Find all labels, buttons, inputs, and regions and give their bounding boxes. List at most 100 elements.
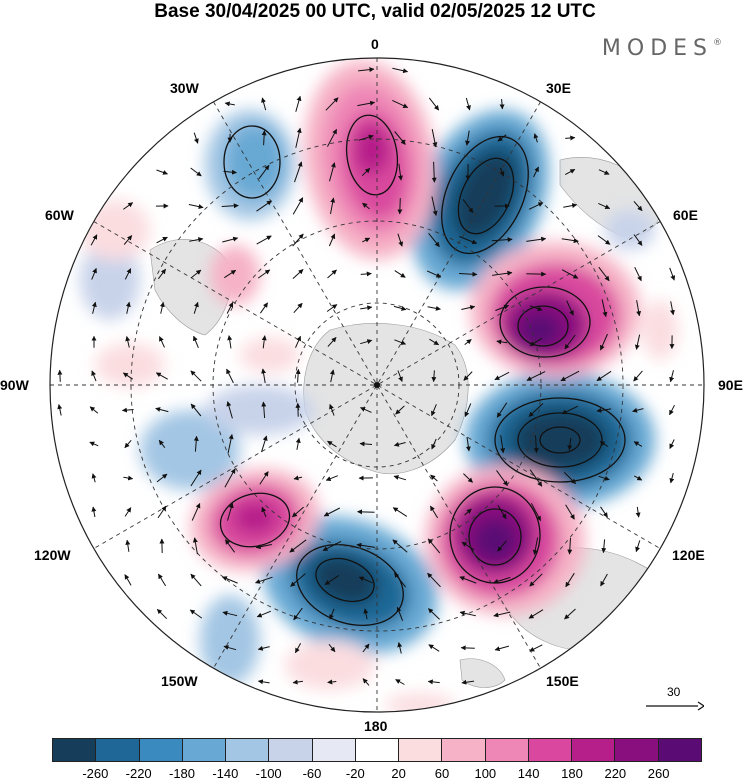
wind-vectors <box>57 67 676 686</box>
wind-vector <box>430 474 438 482</box>
wind-vector <box>464 403 472 418</box>
wind-vector <box>499 167 505 177</box>
wind-vector <box>431 438 437 450</box>
colorbar-tick-label: -220 <box>125 766 152 781</box>
wind-vector <box>90 234 98 246</box>
wind-vector <box>560 370 580 382</box>
wind-vector <box>598 475 610 481</box>
wind-vector <box>158 439 166 449</box>
wind-vector <box>327 440 337 448</box>
wind-vector <box>193 132 199 144</box>
wind-vector <box>190 269 202 279</box>
wind-vector <box>598 202 611 210</box>
lon-label-0: 0 <box>371 36 379 52</box>
wind-vector <box>493 576 511 584</box>
wind-vector <box>496 470 508 487</box>
wind-vector <box>564 608 576 620</box>
wind-vector <box>125 336 131 348</box>
colorbar <box>52 738 702 762</box>
wind-vector <box>635 540 641 553</box>
wind-vector <box>295 95 302 112</box>
wind-vector <box>125 301 131 314</box>
wind-vector <box>528 609 544 619</box>
wind-vector <box>257 269 271 279</box>
wind-vector <box>256 200 272 212</box>
wind-vector <box>397 642 403 654</box>
wind-vector <box>397 370 403 382</box>
wind-vector <box>190 370 202 382</box>
map-disc <box>50 58 704 712</box>
wind-vector <box>330 197 336 215</box>
wind-vector <box>293 607 303 621</box>
wind-vector <box>157 505 167 519</box>
wind-vector <box>91 267 97 280</box>
wind-vector <box>529 644 543 652</box>
wind-vector <box>190 167 202 177</box>
wind-vector <box>123 235 133 245</box>
wind-vector <box>564 168 576 176</box>
wind-vector <box>57 369 63 382</box>
wind-vector <box>256 235 272 245</box>
wind-vector <box>596 370 612 382</box>
wind-vector <box>329 403 335 416</box>
wind-vector <box>193 435 199 452</box>
wind-vector <box>565 572 575 588</box>
wind-vector <box>356 542 376 548</box>
wind-vector <box>565 135 576 141</box>
wind-vector <box>397 198 403 215</box>
wind-vector <box>193 335 199 348</box>
wind-vector <box>497 540 507 552</box>
wind-vector <box>329 608 335 620</box>
wind-vector <box>564 334 576 350</box>
wind-vector <box>428 97 440 111</box>
colorbar-segment <box>399 739 443 761</box>
wind-vector <box>392 539 408 553</box>
wind-vector <box>329 162 336 182</box>
wind-vector <box>431 161 437 183</box>
wind-vector <box>226 401 233 419</box>
wind-vector <box>496 339 508 345</box>
wind-vector <box>329 369 335 383</box>
wind-vector <box>292 679 303 685</box>
wind-vector <box>429 338 440 346</box>
colorbar-tick-label: 60 <box>434 766 450 781</box>
wind-vector <box>190 403 202 417</box>
wind-vector <box>427 679 440 685</box>
wind-vector <box>295 127 302 148</box>
lon-label-60e: 60E <box>673 207 698 223</box>
wind-vector <box>190 573 202 587</box>
wind-vector <box>566 300 574 316</box>
wind-vector <box>633 441 643 447</box>
wind-vector <box>398 163 403 181</box>
logo-registered-mark: ® <box>713 38 722 48</box>
wind-vector <box>463 371 473 381</box>
wind-vector <box>561 238 579 244</box>
wind-vector <box>459 236 478 245</box>
wind-vector <box>327 269 337 279</box>
wind-vector <box>494 645 510 652</box>
wind-vector <box>155 407 169 413</box>
wind-vector <box>292 233 304 247</box>
wind-vector <box>293 475 303 481</box>
wind-vector <box>91 370 97 382</box>
wind-vector <box>156 169 168 175</box>
wind-vector <box>669 370 675 383</box>
lon-label-30w: 30W <box>170 80 199 96</box>
wind-vector <box>459 610 477 617</box>
wind-vector <box>427 538 441 554</box>
wind-vector <box>258 164 270 179</box>
wind-vector <box>533 435 539 454</box>
wind-vector <box>57 404 63 416</box>
wind-vector <box>191 502 201 521</box>
wind-vector <box>124 574 132 586</box>
wind-vector <box>529 305 543 312</box>
wind-vector <box>499 99 505 110</box>
wind-vector <box>357 100 376 107</box>
wind-vector <box>257 645 270 651</box>
colorbar-segment <box>528 739 573 761</box>
wind-vector <box>497 134 507 142</box>
wind-vector <box>601 539 607 554</box>
wind-vector <box>427 305 441 311</box>
colorbar-tick-label: -20 <box>345 766 365 781</box>
